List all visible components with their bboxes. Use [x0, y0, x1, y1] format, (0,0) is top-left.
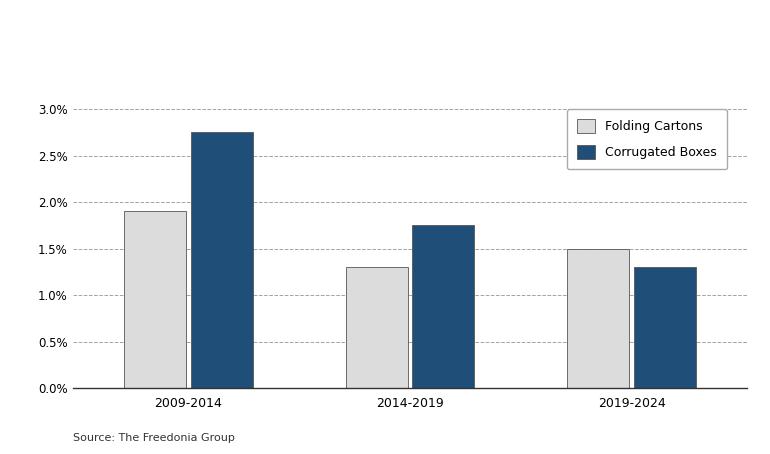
Text: Figure 3-6 | Frozen Food Box & Carton Average Price Growth, 2009 – 2024 (% CAGR): Figure 3-6 | Frozen Food Box & Carton Av… [8, 15, 613, 28]
Text: ®: ® [703, 66, 710, 72]
Text: Freedonia: Freedonia [617, 68, 675, 81]
Legend: Folding Cartons, Corrugated Boxes: Folding Cartons, Corrugated Boxes [567, 109, 727, 169]
Bar [412, 226, 474, 388]
Bar [191, 133, 253, 388]
Bar [567, 249, 629, 388]
Bar [346, 267, 408, 388]
Bar [634, 267, 696, 388]
Bar [124, 212, 186, 388]
Text: Source: The Freedonia Group: Source: The Freedonia Group [73, 433, 235, 443]
